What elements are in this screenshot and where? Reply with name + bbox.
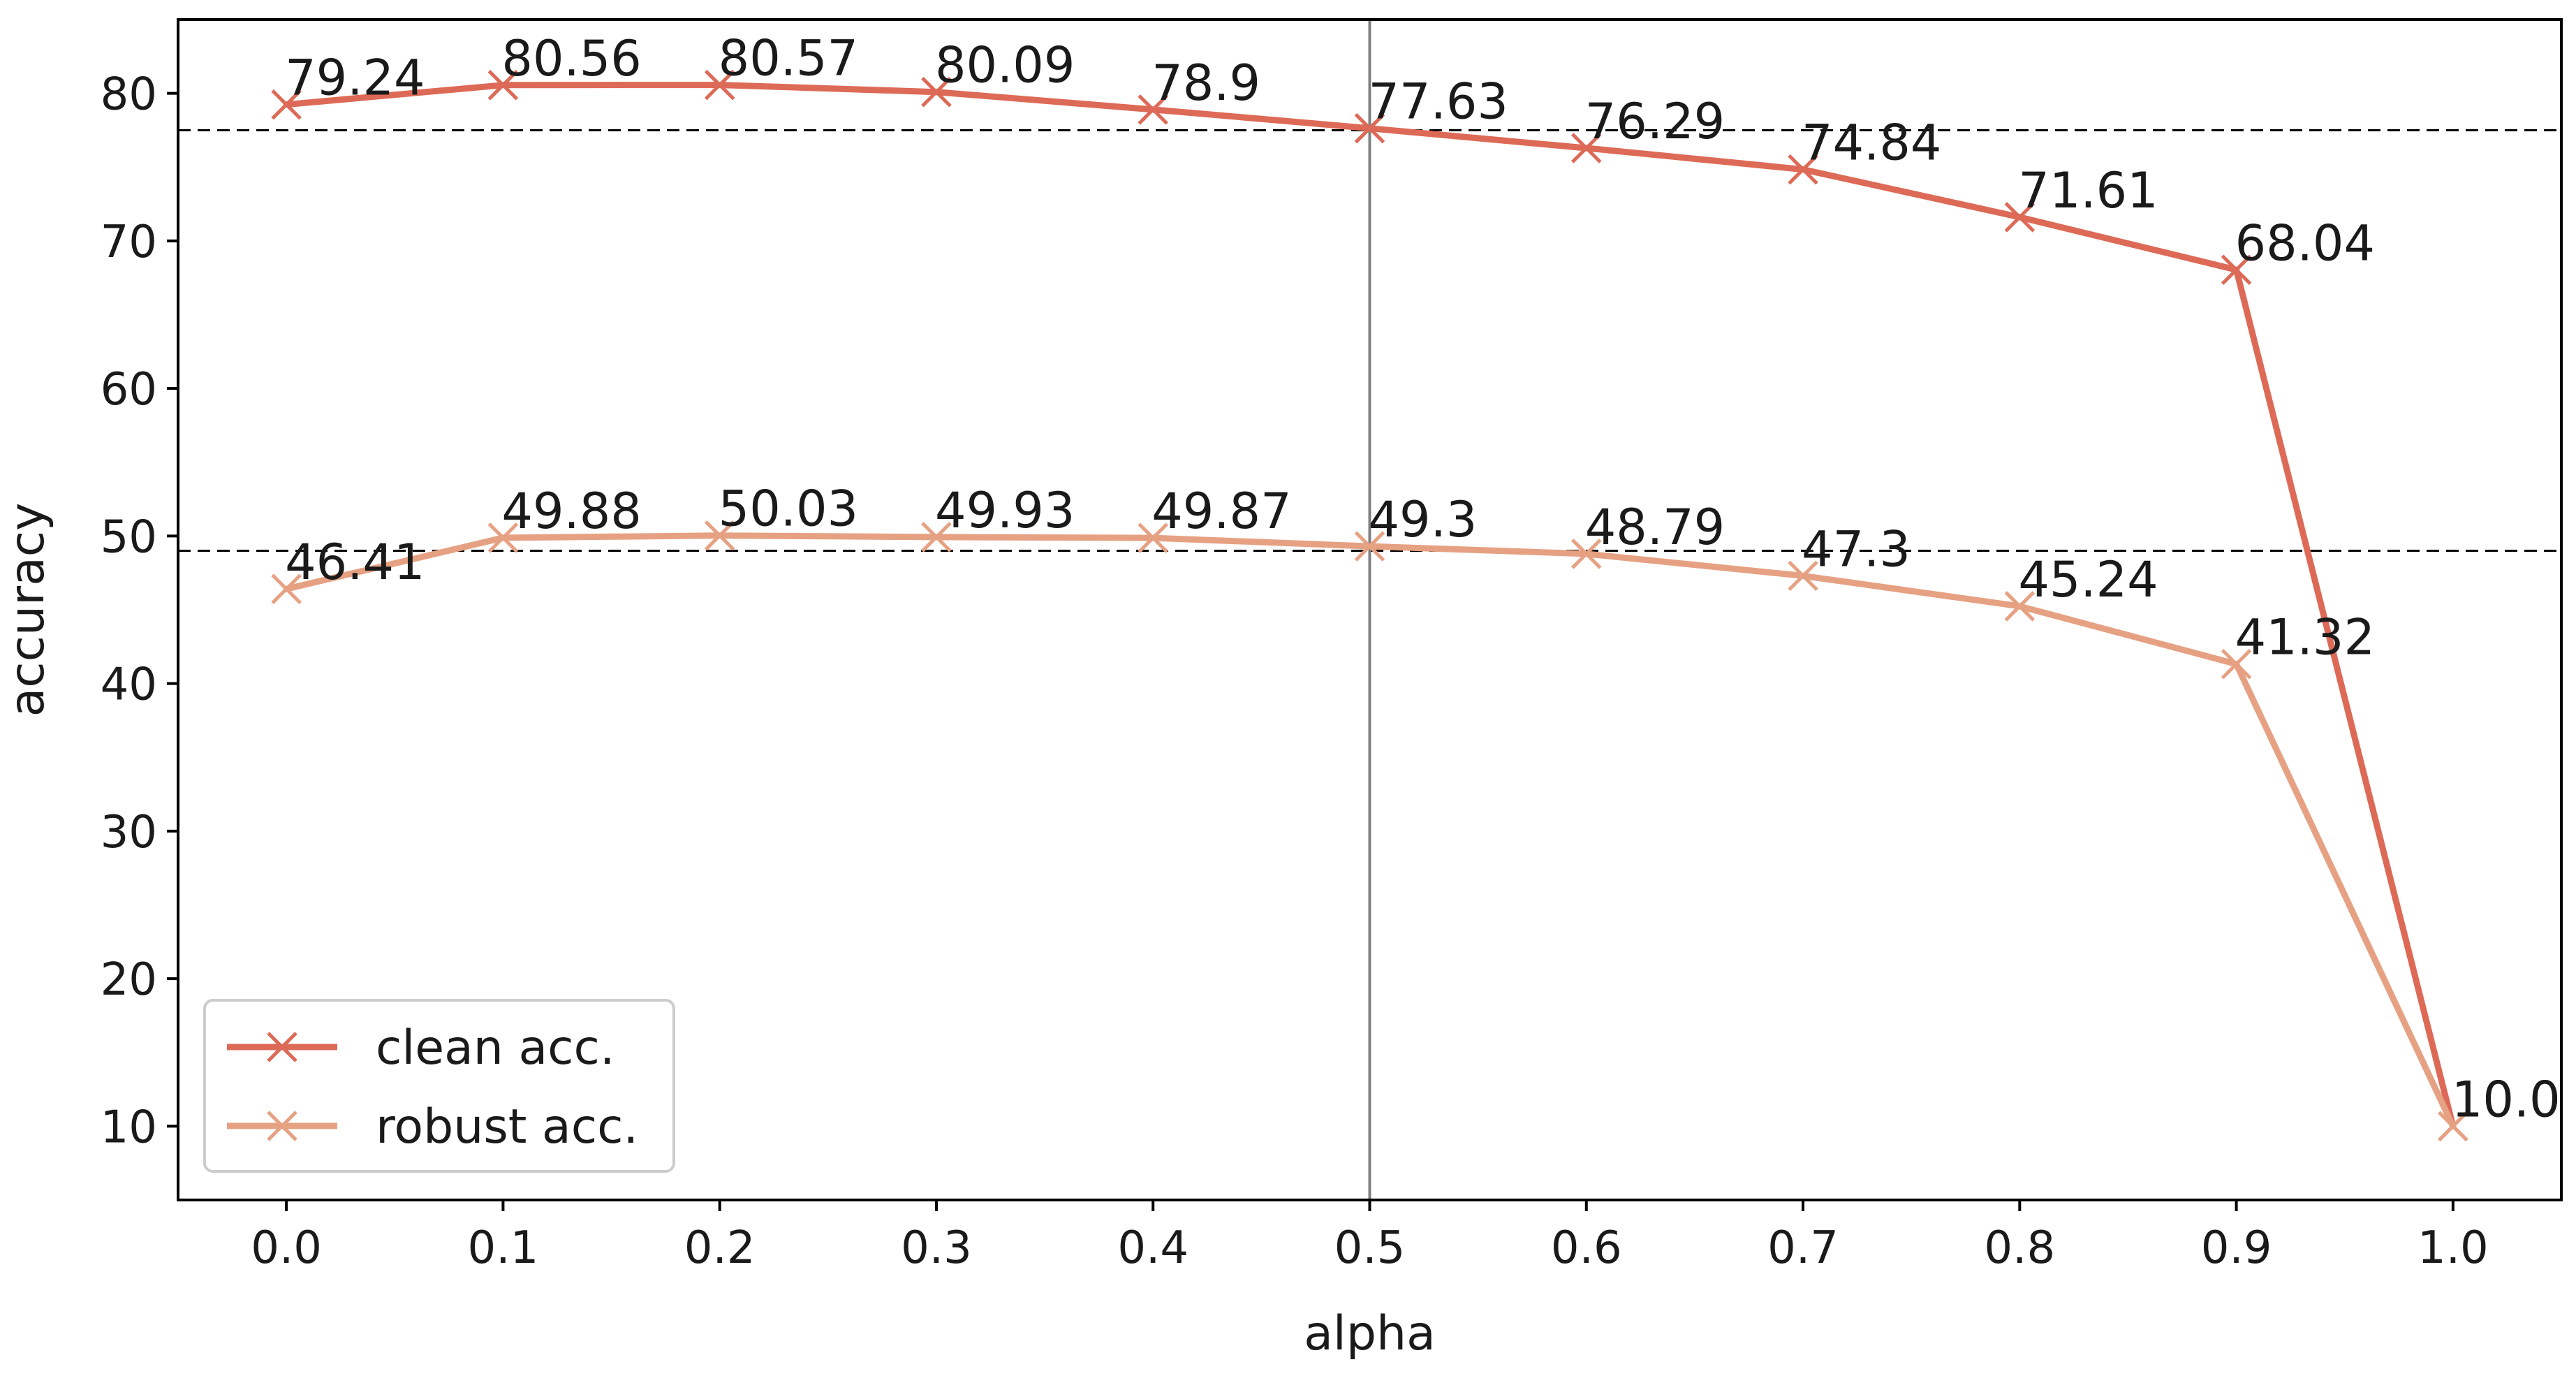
series-layer <box>271 69 2468 1142</box>
data-label: 41.32 <box>2235 609 2375 666</box>
marker-stroke <box>1354 531 1385 562</box>
data-point-marker <box>2004 591 2036 622</box>
data-label: 74.84 <box>1802 115 1941 172</box>
marker-stroke <box>2221 254 2252 286</box>
marker-stroke <box>1138 94 1168 125</box>
data-label: 76.29 <box>1585 93 1725 150</box>
legend-item: robust acc. <box>227 1099 638 1155</box>
x-tick-label: 0.7 <box>1767 1222 1839 1274</box>
marker-stroke <box>2221 648 2252 680</box>
data-label: 49.87 <box>1151 483 1291 540</box>
data-point-marker <box>1788 560 1818 592</box>
data-point-marker <box>704 69 735 101</box>
data-label: 49.3 <box>1369 491 1478 548</box>
y-tick-label: 50 <box>101 511 157 563</box>
marker-stroke <box>1788 560 1818 592</box>
data-point-marker <box>487 70 519 101</box>
y-axis-label: accuracy <box>0 503 55 717</box>
x-tick-label: 0.2 <box>684 1222 756 1274</box>
data-label: 77.63 <box>1369 73 1508 131</box>
marker-stroke <box>704 69 735 101</box>
y-tick-label: 80 <box>101 69 157 121</box>
x-tick-label: 0.0 <box>251 1222 322 1274</box>
x-tick-label: 1.0 <box>2417 1222 2489 1274</box>
marker-stroke <box>1788 154 1818 185</box>
y-tick-label: 70 <box>101 217 157 268</box>
y-tick-label: 60 <box>101 364 157 416</box>
x-axis-ticks: 0.0 0.1 0.2 0.3 0.4 0.5 0.6 0.7 0.8 0.9 1.0 <box>251 1200 2489 1274</box>
data-label: 79.24 <box>285 50 425 107</box>
data-label: 68.04 <box>2235 214 2375 272</box>
y-tick-label: 40 <box>101 659 157 711</box>
legend-label: robust acc. <box>376 1099 638 1155</box>
data-point-marker <box>2221 254 2252 286</box>
marker-stroke <box>1571 133 1602 163</box>
x-tick-label: 0.4 <box>1117 1222 1188 1274</box>
data-point-marker <box>2438 1111 2468 1142</box>
marker-stroke <box>1138 522 1168 553</box>
data-point-marker <box>271 89 302 120</box>
data-labels: 79.24 80.56 80.57 80.09 78.9 77.63 76.29 74.84 7… <box>285 30 2561 1129</box>
x-tick-label: 0.3 <box>901 1222 972 1274</box>
marker-stroke <box>271 573 302 604</box>
data-point-marker <box>704 520 735 551</box>
data-point-marker <box>2004 202 2036 233</box>
x-tick-label: 0.5 <box>1334 1222 1406 1274</box>
data-label: 10.0 <box>2452 1071 2561 1128</box>
data-label: 46.41 <box>285 534 425 591</box>
data-label: 45.24 <box>2018 551 2158 608</box>
legend-marker <box>267 1111 297 1141</box>
data-point-marker <box>271 573 302 604</box>
data-point-marker <box>487 522 519 553</box>
marker-stroke <box>921 522 952 552</box>
x-tick-label: 0.8 <box>1984 1222 2055 1274</box>
marker-stroke <box>704 520 735 551</box>
data-point-marker <box>2221 648 2252 680</box>
data-point-marker <box>921 76 952 108</box>
data-label: 71.61 <box>2018 162 2158 219</box>
marker-stroke <box>1571 539 1602 569</box>
data-label: 50.03 <box>719 481 858 538</box>
legend: clean acc. robust acc. <box>203 999 675 1173</box>
legend-marker <box>267 1032 297 1062</box>
x-axis-label: alpha <box>1304 1306 1436 1361</box>
data-point-marker <box>1354 112 1385 144</box>
data-label: 10.0 <box>2452 1071 2561 1128</box>
x-tick-label: 0.9 <box>2201 1222 2272 1274</box>
legend-label: clean acc. <box>376 1020 615 1076</box>
data-label: 49.88 <box>501 483 641 540</box>
data-label: 80.56 <box>501 30 641 87</box>
marker-stroke <box>2004 202 2036 233</box>
data-point-marker <box>921 522 952 552</box>
marker-stroke <box>2004 591 2036 622</box>
marker-stroke <box>271 89 302 120</box>
data-label: 78.9 <box>1151 54 1260 112</box>
data-label: 80.09 <box>935 37 1075 94</box>
data-label: 47.3 <box>1802 520 1911 578</box>
data-point-marker <box>1571 133 1602 163</box>
marker-stroke <box>487 522 519 553</box>
legend-item: clean acc. <box>227 1020 615 1076</box>
data-point-marker <box>1138 522 1168 553</box>
y-tick-label: 30 <box>101 807 157 858</box>
x-tick-label: 0.6 <box>1551 1222 1622 1274</box>
marker-stroke <box>2438 1111 2468 1142</box>
y-axis-ticks: 10 20 30 40 50 60 70 80 <box>101 69 178 1153</box>
horizontal-reference-lines <box>178 129 2561 552</box>
marker-stroke <box>487 70 519 101</box>
data-point-marker <box>1354 531 1385 562</box>
y-tick-label: 20 <box>101 954 157 1006</box>
marker-stroke <box>1354 112 1385 144</box>
data-point-marker <box>1571 539 1602 569</box>
marker-stroke <box>921 76 952 108</box>
data-point-marker <box>1138 94 1168 125</box>
y-tick-label: 10 <box>101 1101 157 1153</box>
data-label: 48.79 <box>1585 499 1725 556</box>
x-tick-label: 0.1 <box>468 1222 539 1274</box>
data-label: 80.57 <box>719 30 858 87</box>
data-label: 49.93 <box>935 482 1075 539</box>
data-point-marker <box>1788 154 1818 185</box>
